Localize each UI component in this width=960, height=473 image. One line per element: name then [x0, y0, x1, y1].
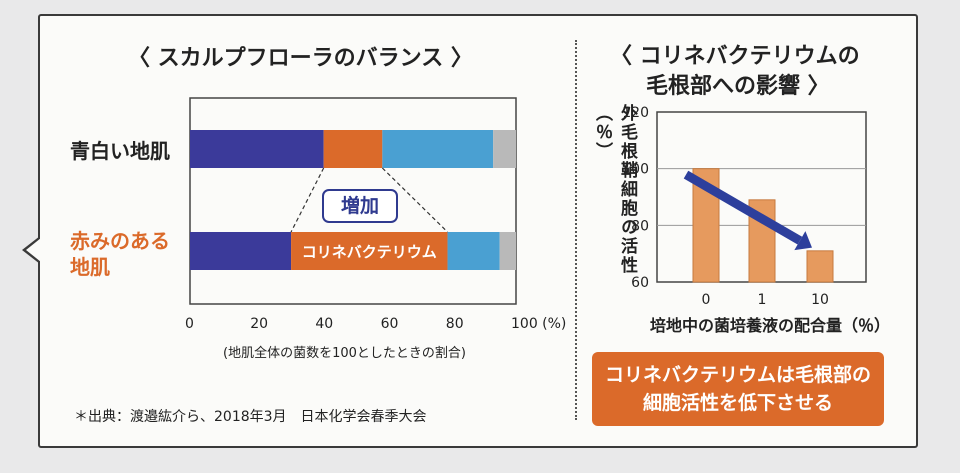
- y-tick-label: 60: [631, 275, 649, 291]
- bar-segment: [447, 232, 500, 270]
- left-title: 〈 スカルプフローラのバランス 〉: [128, 46, 473, 71]
- y-tick-label: 80: [631, 218, 649, 234]
- conclusion-callout: コリネバクテリウムは毛根部の 細胞活性を低下させる: [592, 352, 884, 426]
- trend-arrow-head: [794, 231, 812, 251]
- segment-label: コリネバクテリウム: [302, 243, 437, 261]
- dashed-guide-right: [381, 167, 448, 233]
- dashed-guide-left: [290, 167, 325, 233]
- row-label-red: 赤みのある 地肌: [70, 229, 170, 279]
- x-tick-label: 20: [250, 316, 268, 332]
- callout-line1: コリネバクテリウムは毛根部の: [604, 364, 871, 386]
- y-tick-label: 120: [622, 105, 649, 121]
- right-title-line2: 毛根部への影響 〉: [646, 74, 830, 99]
- bar: [806, 250, 834, 283]
- right-title-line1: 〈 コリネバクテリウムの: [610, 44, 860, 69]
- right-bar-chart: 120 100 80 60 0 1 10: [622, 105, 867, 308]
- x-tick-label: 0: [185, 316, 194, 332]
- x-tick-label: 1: [758, 292, 767, 308]
- x-tick-label: 40: [315, 316, 333, 332]
- bar-segment: [499, 232, 516, 270]
- y-tick-label: 100: [622, 162, 649, 178]
- bar-segment: [493, 130, 516, 168]
- x-tick-label: 80: [446, 316, 464, 332]
- row-label-pale: 青白い地肌: [70, 139, 170, 163]
- bar-segment: [382, 130, 494, 168]
- left-stacked-bar-chart: コリネバクテリウム 0 20 40 60 80 100 (%): [185, 97, 566, 332]
- x-tick-label: 0: [702, 292, 711, 308]
- bar-segment: [190, 232, 292, 270]
- x-tick-label: 60: [381, 316, 399, 332]
- bar-segment: [323, 130, 383, 168]
- x-axis-note: (地肌全体の菌数を100としたときの割合): [223, 346, 466, 361]
- x-tick-label: 10: [811, 292, 829, 308]
- y-axis-label: 外毛根鞘細胞の活性（％）: [592, 104, 637, 275]
- divider: [575, 40, 577, 420]
- bar-segment: [291, 232, 448, 270]
- bar-segment: [190, 130, 324, 168]
- source-note: ＊出典：渡邉紘介ら、2018年3月 日本化学会春季大会: [74, 409, 427, 425]
- x-tick-label: 100 (%): [511, 316, 566, 332]
- increase-badge: 増加: [322, 189, 398, 223]
- callout-line2: 細胞活性を低下させる: [642, 392, 833, 414]
- trend-arrow-shaft: [683, 170, 803, 245]
- x-axis-label: 培地中の菌培養液の配合量（％）: [650, 316, 891, 335]
